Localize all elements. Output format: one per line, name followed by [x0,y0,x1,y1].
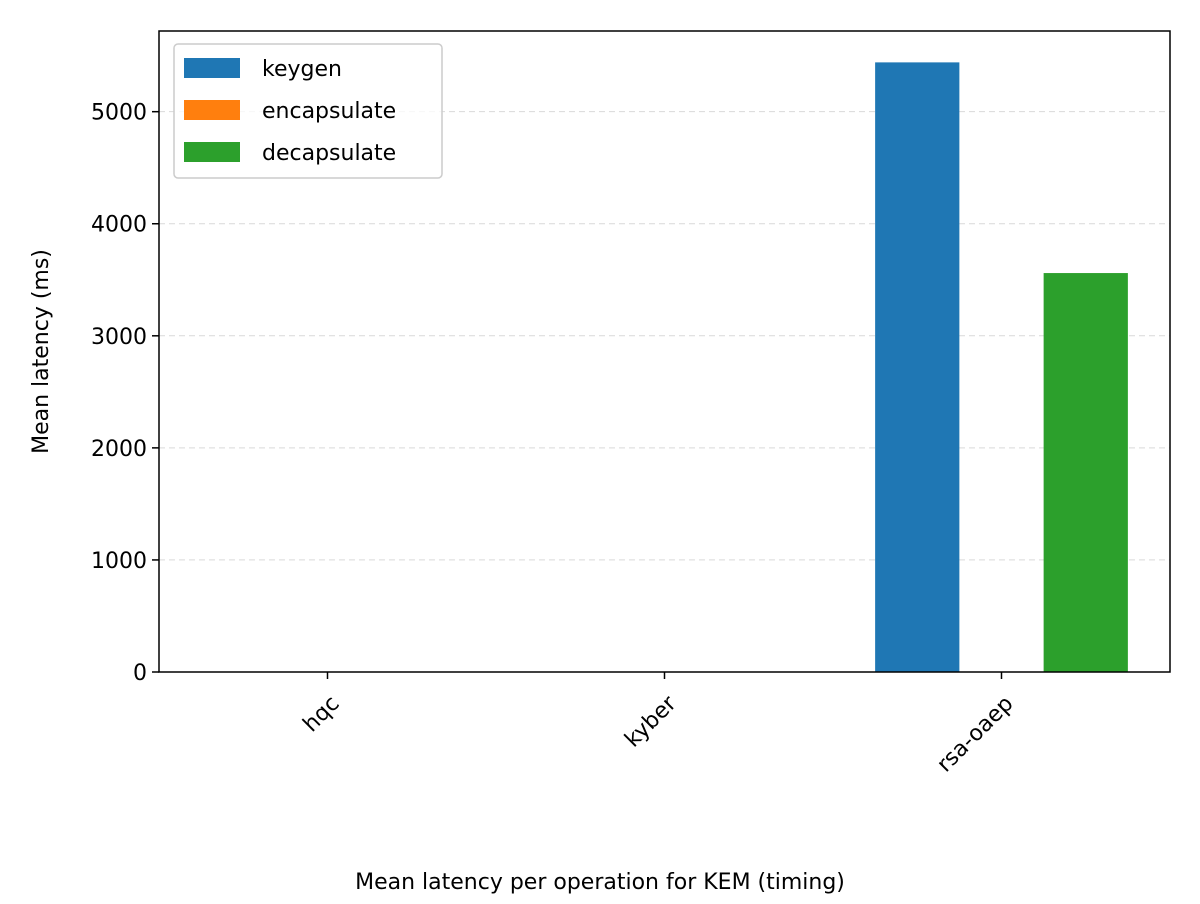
y-axis-label: Mean latency (ms) [29,249,54,454]
grid-lines [159,112,1170,560]
x-tick-label: rsa-oaep [932,691,1018,777]
x-axis-label: Mean latency per operation for KEM (timi… [355,870,845,895]
legend-swatch-encapsulate [184,100,240,120]
x-tick-label: hqc [299,691,345,737]
y-tick-label: 3000 [91,325,147,350]
legend-label-keygen: keygen [262,57,342,82]
y-tick-label: 2000 [91,437,147,462]
legend-swatch-decapsulate [184,142,240,162]
y-tick-label: 1000 [91,549,147,574]
x-tick-label: kyber [620,691,682,753]
legend-label-encapsulate: encapsulate [262,99,396,124]
bar-decapsulate-rsa-oaep [1044,273,1128,672]
legend: keygen encapsulate decapsulate [174,44,442,178]
y-axis: 0 1000 2000 3000 4000 5000 [91,101,159,686]
x-axis: hqc kyber rsa-oaep [299,672,1019,777]
legend-swatch-keygen [184,58,240,78]
bar-keygen-rsa-oaep [875,62,959,672]
y-tick-label: 5000 [91,101,147,126]
y-tick-label: 0 [133,661,147,686]
legend-label-decapsulate: decapsulate [262,141,396,166]
y-tick-label: 4000 [91,213,147,238]
